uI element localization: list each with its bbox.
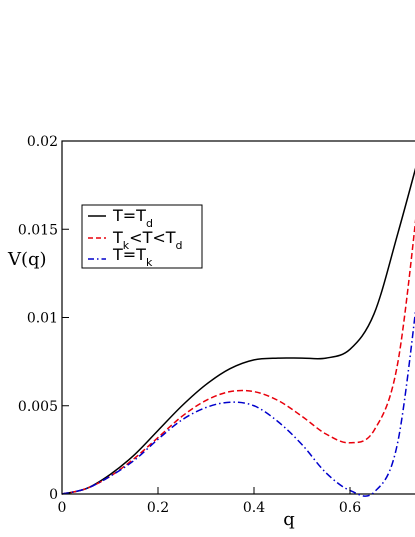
x-tick-label: 0 <box>58 500 67 516</box>
series-line-tk <box>61 308 415 497</box>
y-tick-label: 0.01 <box>27 311 58 327</box>
legend-label-mid-t1: T <box>112 228 123 247</box>
series-layer <box>61 167 415 497</box>
series-line-td <box>61 167 415 495</box>
legend-label-tk: T=Tk <box>112 245 153 269</box>
legend: T=Td Tk<T<Td T=Tk <box>81 204 203 269</box>
y-tick-label: 0.015 <box>18 222 58 238</box>
y-tick-label: 0 <box>49 487 58 503</box>
legend-label-td-main: T=T <box>112 206 146 225</box>
legend-label-td: T=Td <box>112 206 153 230</box>
y-tick-label: 0.005 <box>18 399 58 415</box>
legend-label-td-sub: d <box>146 217 153 230</box>
legend-label-tk-main: T=T <box>112 245 146 264</box>
legend-label-mid: Tk<T<Td <box>112 228 183 252</box>
legend-label-mid-s2: d <box>176 239 183 252</box>
tick-layer: 0 0.2 0.4 0.6 0 0.005 0.01 0.015 0.02 <box>18 134 361 516</box>
legend-label-tk-sub: k <box>146 256 153 269</box>
legend-label-mid-s1: k <box>123 239 130 252</box>
y-tick-label: 0.02 <box>27 134 58 150</box>
x-tick-label: 0.4 <box>243 500 265 516</box>
x-tick-label: 0.2 <box>147 500 169 516</box>
y-axis-label: V(q) <box>7 249 47 270</box>
legend-label-mid-t2: <T<T <box>129 228 176 247</box>
x-axis-label: q <box>283 509 295 530</box>
x-tick-label: 0.6 <box>339 500 361 516</box>
